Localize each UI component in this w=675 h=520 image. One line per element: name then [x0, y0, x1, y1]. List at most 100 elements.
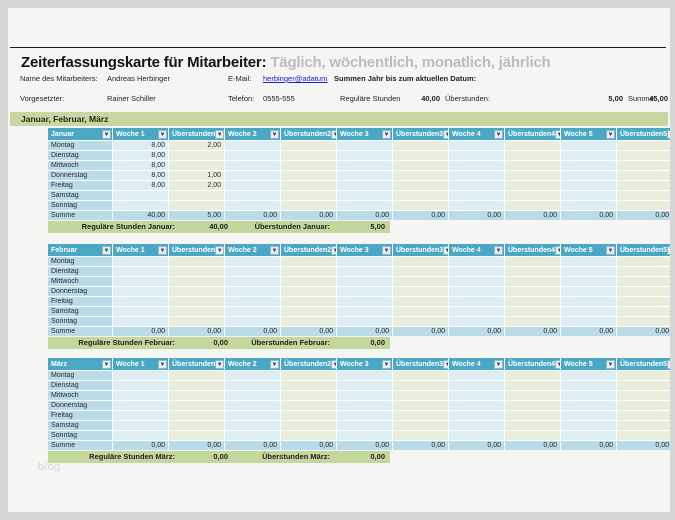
filter-dropdown-icon[interactable]: ▼ — [667, 359, 670, 369]
table-cell[interactable] — [505, 401, 560, 410]
table-cell[interactable] — [449, 431, 504, 440]
table-cell[interactable] — [281, 381, 336, 390]
table-cell[interactable] — [113, 381, 168, 390]
table-cell[interactable] — [169, 151, 224, 160]
table-cell[interactable] — [169, 307, 224, 316]
table-cell[interactable] — [337, 411, 392, 420]
row-label-cell[interactable]: Mittwoch — [48, 161, 112, 170]
table-cell[interactable] — [281, 141, 336, 150]
table-cell[interactable] — [449, 267, 504, 276]
table-cell[interactable]: 2,00 — [169, 181, 224, 190]
table-cell[interactable] — [337, 277, 392, 286]
row-label-cell[interactable]: Freitag — [48, 297, 112, 306]
summe-cell[interactable]: 0,00 — [449, 327, 504, 336]
filter-dropdown-icon[interactable]: ▼ — [270, 129, 279, 139]
table-cell[interactable] — [561, 421, 616, 430]
table-cell[interactable] — [561, 401, 616, 410]
summe-cell[interactable]: 0,00 — [337, 211, 392, 220]
table-cell[interactable] — [169, 161, 224, 170]
table-cell[interactable] — [337, 297, 392, 306]
table-cell[interactable] — [337, 421, 392, 430]
table-cell[interactable] — [225, 151, 280, 160]
row-label-cell[interactable]: Donnerstag — [48, 401, 112, 410]
table-cell[interactable] — [505, 317, 560, 326]
filter-dropdown-icon[interactable]: ▼ — [270, 245, 279, 255]
table-cell[interactable] — [281, 277, 336, 286]
table-cell[interactable] — [225, 171, 280, 180]
table-cell[interactable] — [337, 267, 392, 276]
filter-dropdown-icon[interactable]: ▼ — [331, 359, 336, 369]
table-cell[interactable] — [337, 161, 392, 170]
summe-cell[interactable]: 0,00 — [561, 441, 616, 450]
table-cell[interactable] — [393, 161, 448, 170]
table-cell[interactable] — [281, 201, 336, 210]
table-cell[interactable] — [617, 297, 670, 306]
summe-cell[interactable]: 0,00 — [337, 441, 392, 450]
row-label-cell[interactable]: Sonntag — [48, 201, 112, 210]
table-cell[interactable] — [281, 431, 336, 440]
table-cell[interactable] — [281, 371, 336, 380]
table-cell[interactable] — [225, 371, 280, 380]
table-cell[interactable] — [281, 411, 336, 420]
table-cell[interactable] — [561, 257, 616, 266]
summe-cell[interactable]: 0,00 — [505, 211, 560, 220]
filter-dropdown-icon[interactable]: ▼ — [331, 245, 336, 255]
table-cell[interactable] — [113, 297, 168, 306]
table-cell[interactable] — [449, 381, 504, 390]
filter-dropdown-icon[interactable]: ▼ — [158, 129, 167, 139]
table-cell[interactable] — [449, 191, 504, 200]
table-cell[interactable] — [617, 317, 670, 326]
filter-dropdown-icon[interactable]: ▼ — [667, 129, 670, 139]
table-cell[interactable] — [561, 297, 616, 306]
table-cell[interactable] — [113, 391, 168, 400]
table-cell[interactable] — [393, 151, 448, 160]
table-cell[interactable] — [169, 277, 224, 286]
table-cell[interactable] — [617, 391, 670, 400]
table-cell[interactable] — [113, 401, 168, 410]
filter-dropdown-icon[interactable]: ▼ — [382, 245, 391, 255]
table-cell[interactable] — [617, 421, 670, 430]
table-cell[interactable] — [617, 257, 670, 266]
table-cell[interactable] — [561, 307, 616, 316]
table-cell[interactable] — [169, 391, 224, 400]
table-cell[interactable] — [617, 141, 670, 150]
summe-cell[interactable]: 0,00 — [393, 327, 448, 336]
table-cell[interactable] — [505, 151, 560, 160]
table-cell[interactable] — [225, 431, 280, 440]
table-cell[interactable] — [505, 181, 560, 190]
table-cell[interactable] — [393, 181, 448, 190]
table-cell[interactable] — [393, 381, 448, 390]
table-cell[interactable] — [337, 141, 392, 150]
table-cell[interactable] — [449, 307, 504, 316]
table-cell[interactable]: 1,00 — [169, 171, 224, 180]
table-cell[interactable] — [169, 381, 224, 390]
table-cell[interactable] — [113, 317, 168, 326]
summe-row-label[interactable]: Summe — [48, 211, 112, 220]
table-cell[interactable] — [617, 191, 670, 200]
table-cell[interactable]: 8,00 — [113, 181, 168, 190]
table-cell[interactable] — [393, 431, 448, 440]
table-cell[interactable] — [617, 201, 670, 210]
table-cell[interactable] — [393, 307, 448, 316]
summe-cell[interactable]: 0,00 — [225, 211, 280, 220]
table-cell[interactable] — [113, 257, 168, 266]
row-label-cell[interactable]: Dienstag — [48, 381, 112, 390]
table-cell[interactable] — [225, 191, 280, 200]
filter-dropdown-icon[interactable]: ▼ — [158, 245, 167, 255]
filter-dropdown-icon[interactable]: ▼ — [102, 245, 111, 255]
table-cell[interactable] — [281, 191, 336, 200]
phone-value[interactable]: 0555-555 — [263, 94, 295, 103]
filter-dropdown-icon[interactable]: ▼ — [215, 359, 224, 369]
table-cell[interactable] — [505, 201, 560, 210]
table-cell[interactable] — [393, 297, 448, 306]
table-cell[interactable] — [169, 401, 224, 410]
filter-dropdown-icon[interactable]: ▼ — [555, 245, 560, 255]
summe-cell[interactable]: 0,00 — [449, 441, 504, 450]
summe-cell[interactable]: 0,00 — [617, 441, 670, 450]
table-cell[interactable] — [281, 171, 336, 180]
table-cell[interactable] — [337, 431, 392, 440]
table-cell[interactable] — [169, 297, 224, 306]
table-cell[interactable] — [337, 257, 392, 266]
summe-cell[interactable]: 0,00 — [281, 441, 336, 450]
table-cell[interactable] — [449, 421, 504, 430]
